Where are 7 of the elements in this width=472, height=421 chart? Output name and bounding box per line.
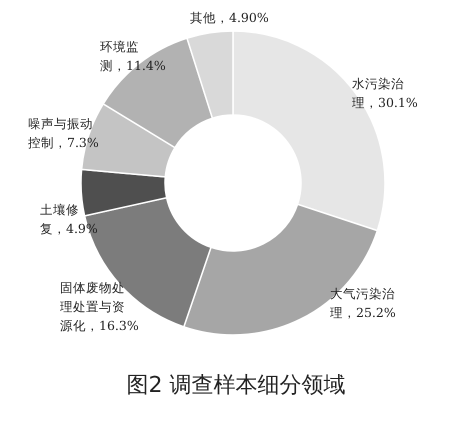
slice-label: 环境监测，11.4% <box>100 39 166 73</box>
slice-label: 大气污染治理，25.2% <box>330 286 396 320</box>
slice-label: 固体废物处理处置与资源化，16.3% <box>60 280 139 333</box>
slice-label: 其他，4.90% <box>190 10 269 25</box>
text: 图2 调查样本细分领域 <box>126 373 346 398</box>
slice-label: 噪声与振动控制，7.3% <box>28 116 99 150</box>
slice-label: 水污染治理，30.1% <box>352 76 418 110</box>
